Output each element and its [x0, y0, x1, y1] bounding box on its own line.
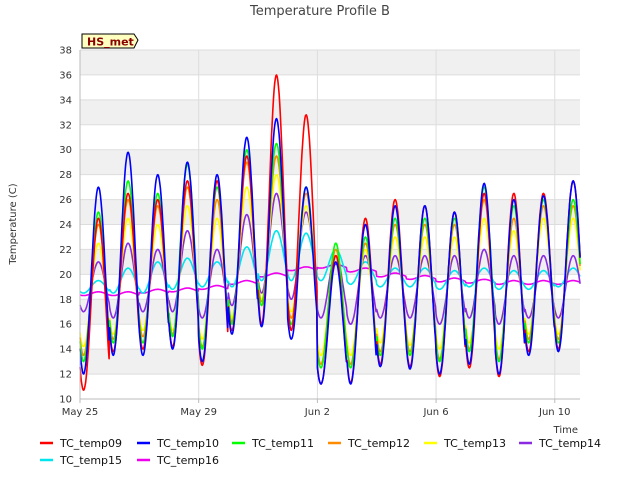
legend-item: TC_temp15 — [40, 454, 122, 467]
y-tick-label: 16 — [59, 320, 72, 331]
y-tick-label: 32 — [59, 120, 72, 131]
x-tick-label: May 25 — [62, 407, 99, 418]
y-axis-label: Temperature (C) — [8, 183, 19, 265]
series-line-tc_temp10 — [79, 117, 581, 385]
x-tick-labels: May 25 May 29 Jun 2 Jun 6 Jun 10 — [62, 399, 571, 418]
y-tick-label: 36 — [59, 70, 72, 81]
legend-label: TC_temp16 — [156, 454, 219, 467]
grid-band — [80, 50, 580, 75]
legend-label: TC_temp13 — [443, 437, 506, 450]
x-axis-label: Time — [553, 425, 578, 436]
y-tick-labels: 10 12 14 16 18 20 22 24 26 28 30 32 34 36 38 — [59, 46, 72, 406]
legend-label: TC_temp15 — [59, 454, 122, 467]
legend: TC_temp09 TC_temp10 TC_temp11 TC_temp12 TC_t… — [40, 437, 601, 467]
legend-item: TC_temp12 — [328, 437, 410, 450]
y-tick-label: 12 — [59, 370, 72, 381]
x-tick-label: Jun 6 — [422, 407, 448, 418]
y-tick-label: 34 — [59, 95, 72, 106]
chart-title: Temperature Profile B — [249, 4, 390, 19]
y-tick-label: 38 — [59, 46, 72, 57]
y-tick-label: 18 — [59, 295, 72, 306]
series-lines — [79, 74, 581, 392]
annotation-box: HS_met — [81, 33, 139, 49]
y-tick-label: 10 — [59, 395, 72, 406]
legend-item: TC_temp11 — [232, 437, 314, 450]
y-tick-label: 26 — [59, 195, 72, 206]
x-tick-label: Jun 2 — [304, 407, 330, 418]
grid-band — [80, 149, 580, 175]
legend-item: TC_temp10 — [137, 437, 219, 450]
grid-band — [80, 99, 580, 125]
legend-item: TC_temp09 — [40, 437, 122, 450]
y-tick-label: 20 — [59, 270, 72, 281]
x-tick-label: Jun 10 — [538, 407, 571, 418]
series-line-tc_temp16 — [79, 263, 581, 297]
legend-item: TC_temp13 — [424, 437, 506, 450]
axes — [79, 50, 580, 400]
y-tick-label: 28 — [59, 170, 72, 181]
grid-band — [80, 349, 580, 375]
legend-label: TC_temp11 — [251, 437, 314, 450]
legend-label: TC_temp09 — [59, 437, 122, 450]
legend-item: TC_temp14 — [519, 437, 601, 450]
x-tick-label: May 29 — [180, 407, 217, 418]
y-tick-label: 14 — [59, 345, 72, 356]
legend-label: TC_temp14 — [538, 437, 601, 450]
y-tick-label: 30 — [59, 145, 72, 156]
legend-label: TC_temp10 — [156, 437, 219, 450]
y-tick-label: 22 — [59, 245, 72, 256]
annotation-label: HS_met — [87, 36, 134, 49]
legend-label: TC_temp12 — [347, 437, 410, 450]
y-tick-label: 24 — [59, 220, 72, 231]
legend-item: TC_temp16 — [137, 454, 219, 467]
